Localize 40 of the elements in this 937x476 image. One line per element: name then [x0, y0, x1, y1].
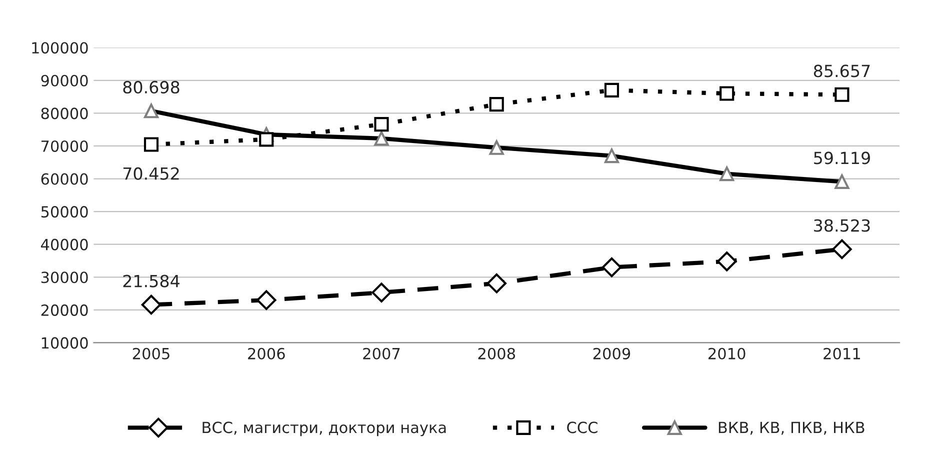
- annotation: 38.523: [814, 219, 870, 232]
- x-tick-label: 2005: [132, 348, 170, 360]
- point: [256, 290, 276, 310]
- point: [720, 86, 734, 101]
- y-tick-label: 90000: [41, 74, 88, 86]
- y-tick-label: 50000: [41, 206, 88, 218]
- point: [372, 282, 392, 302]
- point: [834, 87, 850, 102]
- annotation: 59.119: [814, 152, 870, 164]
- x-tick-label: 2007: [363, 348, 400, 360]
- annotation: 85.657: [814, 64, 870, 78]
- point: [832, 239, 852, 260]
- point: [602, 257, 622, 278]
- x-tick-label: 2006: [248, 348, 285, 360]
- point: [141, 294, 162, 315]
- x-tick-label: 2008: [478, 348, 516, 360]
- y-tick-label: 70000: [41, 140, 88, 152]
- annotation: 21.584: [123, 274, 180, 288]
- legend-label: ВСС, магистри, доктори наука: [202, 422, 446, 436]
- point: [489, 97, 504, 112]
- x-tick-label: 2009: [593, 348, 630, 360]
- y-tick-label: 40000: [40, 238, 88, 250]
- point: [144, 137, 159, 152]
- point: [486, 273, 506, 294]
- y-tick-label: 60000: [41, 173, 88, 185]
- annotation: 80.698: [123, 80, 180, 94]
- point: [604, 82, 620, 98]
- y-tick-label: 10000: [42, 337, 88, 349]
- point: [259, 132, 274, 147]
- annotation: 70.452: [123, 167, 179, 180]
- point: [716, 252, 737, 272]
- x-tick-label: 2011: [824, 348, 860, 360]
- point: [374, 117, 389, 132]
- y-tick-label: 80000: [41, 108, 88, 120]
- y-tick-label: 30000: [41, 272, 88, 284]
- legend-label: ВКВ, КВ, ПКВ, НКВ: [718, 422, 864, 435]
- x-tick-label: 2010: [708, 348, 746, 360]
- y-tick-label: 20000: [41, 304, 88, 316]
- legend-label: ССС: [567, 422, 598, 434]
- y-tick-label: 100000: [32, 42, 88, 54]
